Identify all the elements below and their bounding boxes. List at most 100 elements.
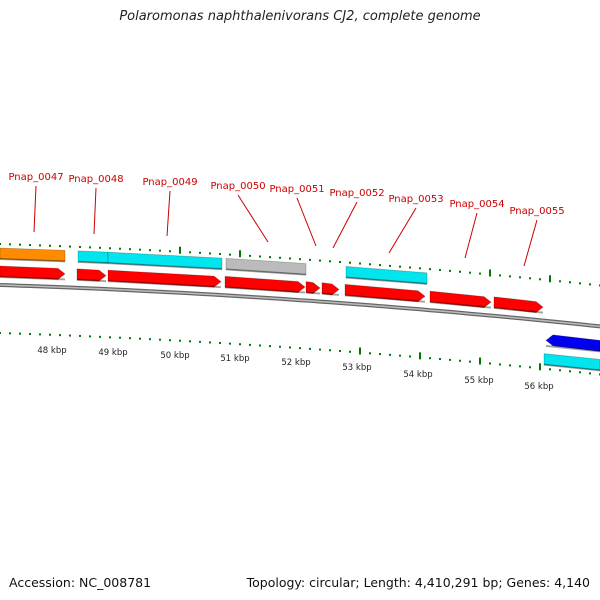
outer-tick-mark <box>159 249 161 252</box>
inner-tick-mark <box>409 355 411 358</box>
inner-tick-mark <box>419 352 421 360</box>
inner-tick-mark <box>439 358 441 361</box>
cds-arrow <box>429 290 492 309</box>
cds-arrow <box>321 282 340 296</box>
outer-tick-mark <box>499 274 501 277</box>
backbone-ring <box>0 283 600 329</box>
inner-tick-mark <box>549 368 551 371</box>
outer-tick-mark <box>549 275 551 283</box>
accession-text: Accession: NC_008781 <box>9 575 152 590</box>
inner-tick-mark <box>299 347 301 350</box>
inner-tick-mark <box>239 343 241 346</box>
outer-tick-mark <box>249 254 251 257</box>
outer-tick-mark <box>329 260 331 263</box>
outer-tick-mark <box>69 245 71 248</box>
gene-label: Pnap_0053 <box>388 194 443 205</box>
cds-arrow-shadow <box>429 301 492 309</box>
inner-tick-mark <box>69 334 71 337</box>
cyan-feature <box>107 251 223 270</box>
tick-label: 55 kbp <box>464 376 493 386</box>
outer-tick-mark <box>29 244 31 247</box>
tick-label: 52 kbp <box>281 358 310 368</box>
inner-tick-mark <box>289 346 291 349</box>
outer-tick-mark <box>119 247 121 250</box>
outer-tick-mark <box>209 252 211 255</box>
inner-tick-mark <box>189 340 191 343</box>
inner-tick-mark <box>169 339 171 342</box>
inner-tick-mark <box>529 366 531 369</box>
topology-summary: Topology: circular; Length: 4,410,291 bp… <box>246 575 590 590</box>
inner-tick-mark <box>489 362 491 365</box>
outer-tick-mark <box>139 248 141 251</box>
inner-tick-mark <box>199 340 201 343</box>
cds-arrow-shadow <box>305 291 321 295</box>
outer-tick-mark <box>479 272 481 275</box>
outer-tick-mark <box>89 246 91 249</box>
gene-label-leader <box>332 201 358 249</box>
inner-tick-mark <box>519 365 521 368</box>
outer-tick-mark <box>279 256 281 259</box>
orange-feature <box>0 247 66 262</box>
gene-label: Pnap_0048 <box>68 174 123 185</box>
inner-tick-mark <box>259 344 261 347</box>
outer-tick-mark <box>169 250 171 253</box>
outer-tick-mark <box>99 246 101 249</box>
cds-arrow-shadow <box>0 276 66 281</box>
outer-tick-mark <box>219 253 221 256</box>
inner-tick-mark <box>159 338 161 341</box>
tick-label: 54 kbp <box>403 370 432 380</box>
inner-tick-mark <box>49 333 51 336</box>
cds-arrow-shadow <box>107 280 222 289</box>
inner-tick-mark <box>279 345 281 348</box>
gene-label: Pnap_0051 <box>269 184 324 195</box>
inner-tick-mark <box>129 337 131 340</box>
inner-tick-mark <box>429 357 431 360</box>
gene-label: Pnap_0055 <box>509 206 564 217</box>
outer-tick-mark <box>489 269 491 277</box>
cyan-feature-shadow <box>543 363 600 372</box>
inner-tick-mark <box>79 334 81 337</box>
outer-tick-mark <box>239 250 241 258</box>
outer-tick-mark <box>189 251 191 254</box>
inner-tick-mark <box>589 372 591 375</box>
inner-tick-mark <box>179 339 181 342</box>
outer-tick-mark <box>539 278 541 281</box>
inner-tick-mark <box>89 335 91 338</box>
cyan-feature-shadow <box>345 276 428 285</box>
tick-label: 50 kbp <box>160 351 189 361</box>
gene-label-leader <box>388 207 417 254</box>
outer-tick-mark <box>559 280 561 283</box>
inner-tick-mark <box>349 350 351 353</box>
inner-tick-mark <box>209 341 211 344</box>
outer-tick-mark <box>9 243 11 246</box>
outer-tick-mark <box>399 265 401 268</box>
inner-tick-mark <box>569 370 571 373</box>
inner-tick-mark <box>139 337 141 340</box>
tick-label: 53 kbp <box>342 363 371 373</box>
inner-tick-mark <box>389 353 391 356</box>
cds-arrow <box>224 275 306 293</box>
cds-arrow-shadow <box>321 292 340 296</box>
inner-tick-mark <box>149 338 151 341</box>
gene-label: Pnap_0052 <box>329 188 384 199</box>
outer-tick-mark <box>519 276 521 279</box>
gene-label-leader <box>93 187 97 235</box>
cyan-feature <box>77 250 109 264</box>
gene-label: Pnap_0049 <box>142 177 197 188</box>
inner-tick-mark <box>59 334 61 337</box>
inner-tick-mark <box>19 332 21 335</box>
outer-tick-mark <box>149 249 151 252</box>
blue-feature <box>545 334 600 352</box>
outer-tick-mark <box>229 253 231 256</box>
outer-tick-mark <box>589 283 591 286</box>
inner-tick-mark <box>109 336 111 339</box>
map-title: Polaromonas naphthalenivorans CJ2, compl… <box>119 9 481 24</box>
outer-tick-mark <box>419 267 421 270</box>
outer-tick-mark <box>389 264 391 267</box>
blue-feature-shadow <box>545 344 600 353</box>
outer-tick-mark <box>469 271 471 274</box>
inner-tick-mark <box>249 343 251 346</box>
outer-tick-mark <box>449 269 451 272</box>
gene-label: Pnap_0047 <box>8 172 63 183</box>
